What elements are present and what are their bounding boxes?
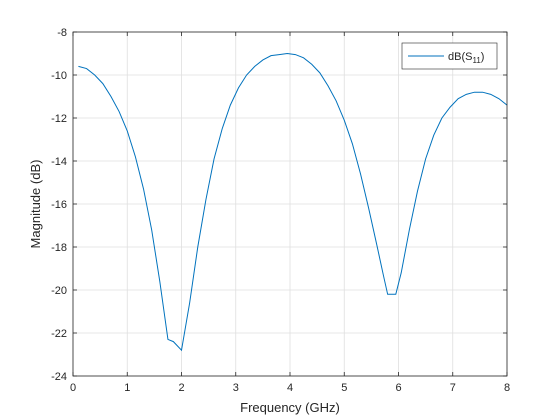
x-tick-label: 3	[233, 382, 239, 394]
legend-entry: dB(S11)	[448, 51, 484, 65]
x-tick-label: 7	[450, 382, 456, 394]
legend-subscript: 11	[472, 56, 481, 65]
x-tick-label: 2	[178, 382, 184, 394]
y-tick-label: -16	[51, 199, 67, 211]
legend: dB(S11)	[401, 42, 498, 70]
y-axis-label: Magnitude (dB)	[28, 160, 43, 249]
y-tick-label: -22	[51, 328, 67, 340]
y-tick-label: -24	[51, 371, 67, 383]
x-axis-label: Frequency (GHz)	[240, 400, 340, 415]
x-tick-label: 1	[124, 382, 130, 394]
x-tick-label: 8	[504, 382, 510, 394]
x-tick-label: 4	[287, 382, 293, 394]
x-tick-label: 5	[341, 382, 347, 394]
y-tick-label: -10	[51, 70, 67, 82]
x-tick-label: 6	[395, 382, 401, 394]
tick-labels: 0 1 2 3 4 5 6 7 8 -24 -22 -20 -18 -16 -14 -12 -10 -8	[51, 27, 510, 394]
y-tick-label: -20	[51, 285, 67, 297]
y-tick-label: -8	[57, 27, 67, 39]
series-line-s11	[78, 52, 508, 352]
legend-tail: )	[481, 51, 485, 63]
y-tick-label: -12	[51, 113, 67, 125]
ticks	[72, 31, 508, 377]
legend-base: dB(S	[448, 51, 472, 63]
y-tick-label: -14	[51, 156, 67, 168]
y-tick-label: -18	[51, 242, 67, 254]
x-tick-label: 0	[70, 382, 76, 394]
